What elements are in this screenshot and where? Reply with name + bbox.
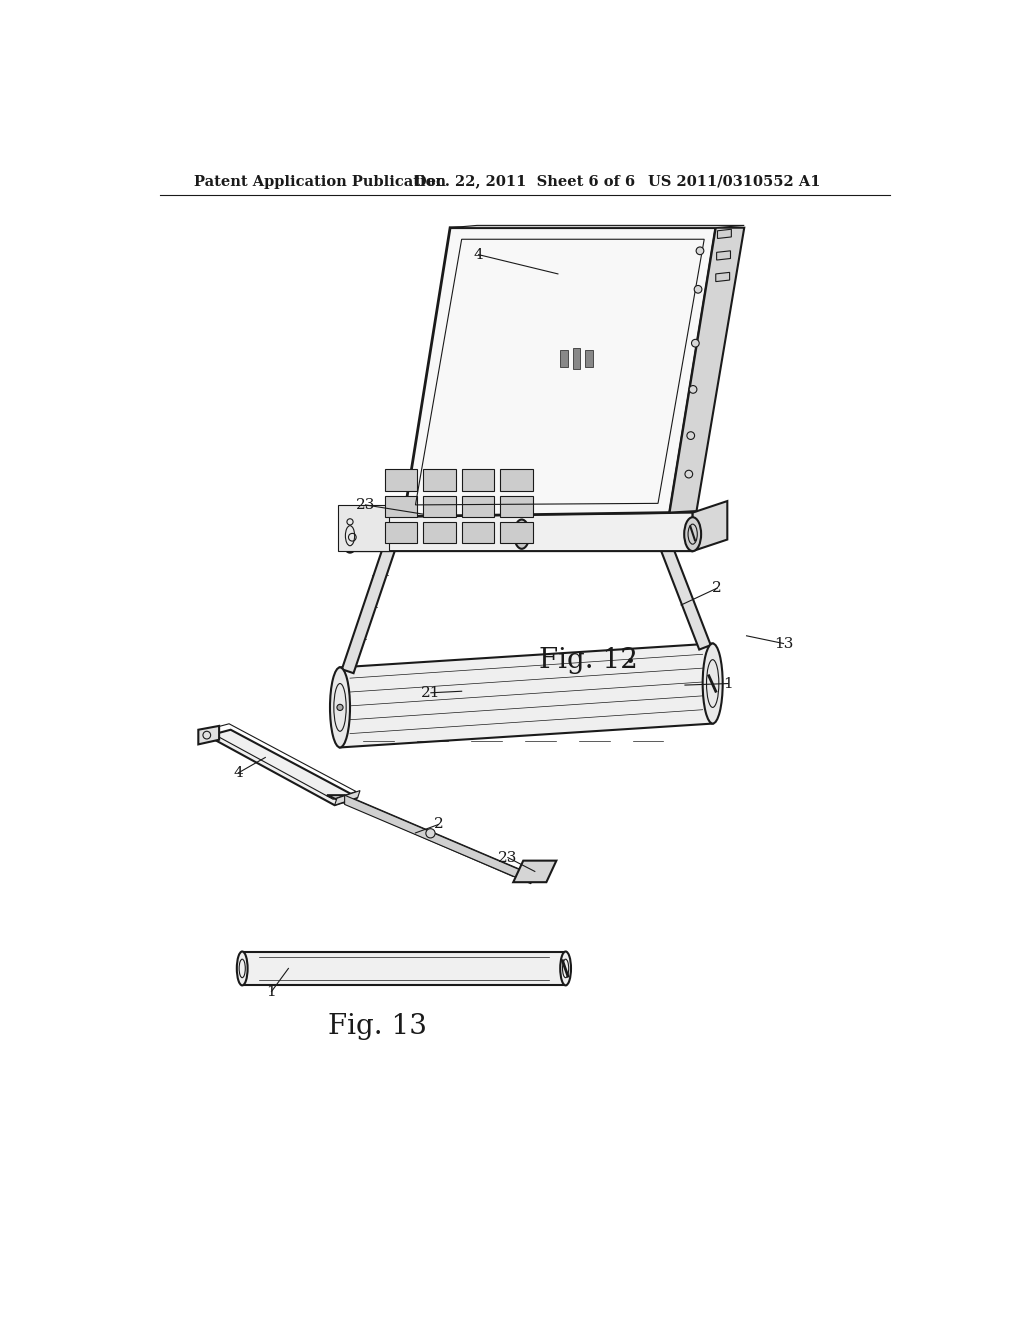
Text: 1: 1 [266, 985, 276, 998]
Polygon shape [208, 730, 357, 805]
Polygon shape [572, 348, 581, 370]
Polygon shape [335, 791, 360, 805]
Polygon shape [716, 272, 730, 281]
Polygon shape [718, 230, 731, 239]
Polygon shape [243, 952, 565, 985]
Text: Patent Application Publication: Patent Application Publication [194, 174, 445, 189]
Polygon shape [385, 496, 417, 517]
Ellipse shape [237, 952, 248, 985]
Ellipse shape [684, 517, 701, 552]
Ellipse shape [342, 519, 358, 553]
Circle shape [337, 705, 343, 710]
Ellipse shape [330, 668, 350, 747]
Circle shape [696, 247, 703, 255]
Polygon shape [327, 795, 531, 876]
Text: 21: 21 [421, 686, 440, 700]
Ellipse shape [702, 644, 723, 723]
Circle shape [694, 285, 701, 293]
Polygon shape [500, 470, 532, 491]
Polygon shape [385, 470, 417, 491]
Circle shape [687, 432, 694, 440]
Polygon shape [345, 795, 531, 884]
Polygon shape [670, 227, 744, 512]
Circle shape [689, 385, 697, 393]
Polygon shape [342, 541, 396, 673]
Polygon shape [340, 644, 713, 747]
Ellipse shape [560, 952, 571, 985]
Polygon shape [385, 521, 417, 544]
Text: Fig. 12: Fig. 12 [540, 647, 638, 675]
Text: 4: 4 [233, 766, 244, 780]
Text: 23: 23 [498, 850, 517, 865]
Text: 4: 4 [474, 248, 483, 261]
Polygon shape [500, 521, 532, 544]
Polygon shape [462, 470, 494, 491]
Text: US 2011/0310552 A1: US 2011/0310552 A1 [648, 174, 820, 189]
Polygon shape [339, 506, 388, 552]
Text: 1: 1 [723, 677, 733, 690]
Polygon shape [656, 533, 711, 649]
Polygon shape [451, 226, 744, 227]
Text: 13: 13 [774, 636, 794, 651]
Text: 23: 23 [355, 498, 375, 512]
Text: 2: 2 [434, 817, 443, 832]
Polygon shape [717, 251, 730, 260]
Text: Fig. 13: Fig. 13 [328, 1014, 426, 1040]
Ellipse shape [514, 520, 529, 549]
Polygon shape [462, 521, 494, 544]
Polygon shape [692, 502, 727, 552]
Polygon shape [585, 350, 593, 367]
Polygon shape [500, 496, 532, 517]
Polygon shape [423, 496, 456, 517]
Polygon shape [423, 521, 456, 544]
Text: Dec. 22, 2011  Sheet 6 of 6: Dec. 22, 2011 Sheet 6 of 6 [414, 174, 635, 189]
Polygon shape [462, 496, 494, 517]
Polygon shape [199, 726, 219, 744]
Polygon shape [560, 350, 568, 367]
Circle shape [685, 470, 692, 478]
Polygon shape [513, 861, 556, 882]
Polygon shape [423, 470, 456, 491]
Polygon shape [403, 227, 716, 516]
Text: 2: 2 [713, 581, 722, 595]
Polygon shape [350, 512, 692, 552]
Circle shape [691, 339, 699, 347]
Circle shape [426, 829, 435, 838]
